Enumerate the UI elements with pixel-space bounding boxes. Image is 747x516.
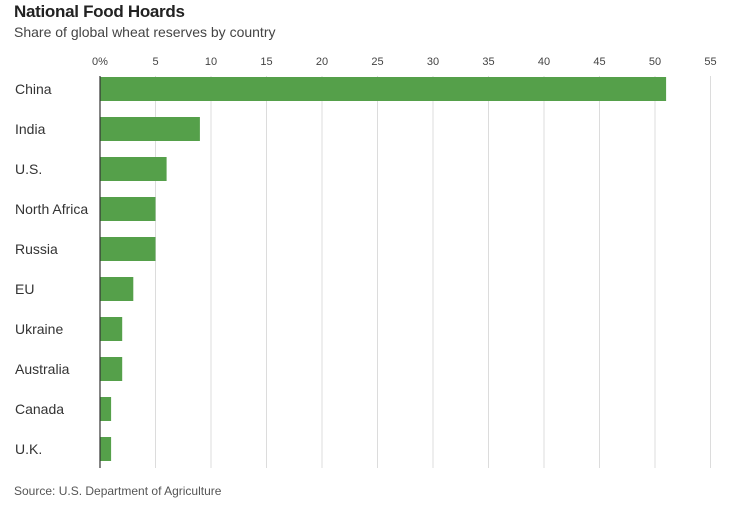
category-label: U.S. bbox=[15, 161, 42, 177]
category-label: Australia bbox=[15, 361, 70, 377]
bar bbox=[100, 357, 123, 381]
x-tick-label: 15 bbox=[260, 56, 272, 68]
category-label: China bbox=[15, 81, 52, 97]
bar bbox=[100, 277, 134, 301]
x-tick-label: 0% bbox=[92, 56, 108, 68]
grid-lines bbox=[155, 76, 711, 468]
x-tick-label: 35 bbox=[482, 56, 494, 68]
category-label: Canada bbox=[15, 401, 64, 417]
category-labels: China India U.S. North Africa Russia EU Ukrain… bbox=[15, 81, 88, 457]
bar bbox=[100, 197, 156, 221]
category-label: India bbox=[15, 121, 46, 137]
chart-subtitle: Share of global wheat reserves by countr… bbox=[14, 24, 276, 40]
bar bbox=[100, 237, 156, 261]
x-tick-label: 45 bbox=[593, 56, 605, 68]
bar bbox=[100, 157, 167, 181]
x-tick-label: 5 bbox=[152, 56, 158, 68]
category-label: Ukraine bbox=[15, 321, 63, 337]
bar bbox=[100, 437, 112, 461]
bar bbox=[100, 397, 112, 421]
x-tick-label: 20 bbox=[316, 56, 328, 68]
chart-title: National Food Hoards bbox=[14, 2, 185, 21]
source-note: Source: U.S. Department of Agriculture bbox=[14, 484, 222, 498]
bar-chart: 0% 5 10 15 20 25 30 35 40 45 50 55 China India U.S. No… bbox=[15, 56, 717, 468]
bar bbox=[100, 117, 200, 141]
x-tick-label: 50 bbox=[649, 56, 661, 68]
x-axis-ticks: 0% 5 10 15 20 25 30 35 40 45 50 55 bbox=[92, 56, 717, 68]
category-label: EU bbox=[15, 281, 34, 297]
x-tick-label: 30 bbox=[427, 56, 439, 68]
bars bbox=[100, 77, 667, 461]
x-tick-label: 25 bbox=[371, 56, 383, 68]
bar bbox=[100, 317, 123, 341]
x-tick-label: 40 bbox=[538, 56, 550, 68]
category-label: Russia bbox=[15, 241, 58, 257]
x-tick-label: 55 bbox=[704, 56, 716, 68]
category-label: U.K. bbox=[15, 441, 42, 457]
category-label: North Africa bbox=[15, 201, 88, 217]
x-tick-label: 10 bbox=[205, 56, 217, 68]
bar bbox=[100, 77, 667, 101]
